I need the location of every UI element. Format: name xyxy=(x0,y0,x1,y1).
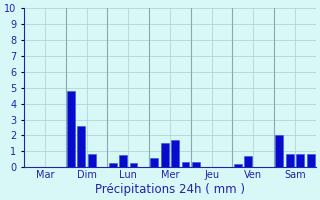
Bar xyxy=(234,164,242,167)
Bar xyxy=(286,154,294,167)
Bar xyxy=(307,154,315,167)
Bar xyxy=(171,140,179,167)
Bar xyxy=(192,162,200,167)
Bar xyxy=(130,163,137,167)
Bar xyxy=(182,162,189,167)
Bar xyxy=(150,158,158,167)
Bar xyxy=(119,155,127,167)
X-axis label: Précipitations 24h ( mm ): Précipitations 24h ( mm ) xyxy=(95,183,245,196)
Bar xyxy=(77,126,85,167)
Bar xyxy=(67,91,75,167)
Bar xyxy=(296,154,304,167)
Bar xyxy=(244,156,252,167)
Bar xyxy=(161,143,169,167)
Bar xyxy=(88,154,96,167)
Bar xyxy=(276,135,283,167)
Bar xyxy=(109,163,116,167)
